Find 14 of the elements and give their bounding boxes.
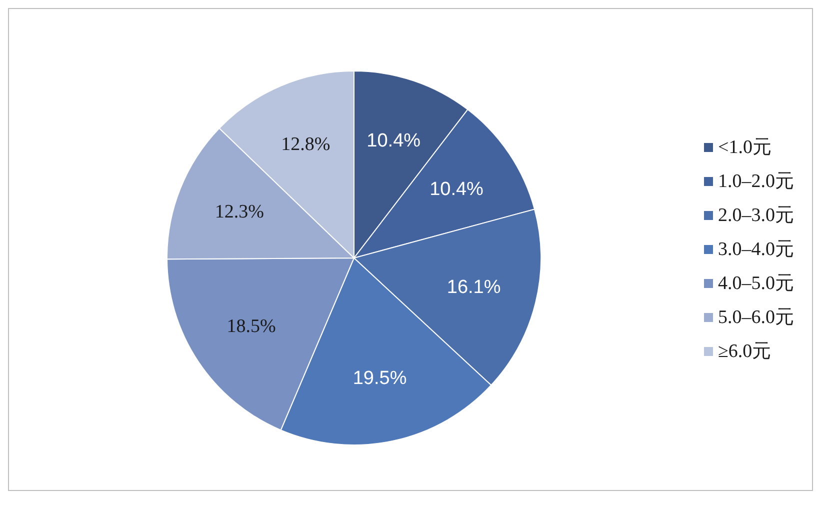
legend-label: 3.0–4.0元 [718,238,794,260]
legend-label: <1.0元 [718,136,772,158]
legend-label: 1.0–2.0元 [718,170,794,192]
data-label: 12.3% [214,202,264,223]
data-label: 18.5% [226,316,276,337]
legend-label: ≥6.0元 [718,340,772,362]
data-label: 19.5% [352,368,407,390]
legend-label: 5.0–6.0元 [718,306,794,328]
legend-label: 2.0–3.0元 [718,204,794,226]
data-label: 10.4% [366,130,421,152]
data-label: 16.1% [446,277,501,298]
data-label: 12.8% [281,134,330,155]
legend-label: 4.0–5.0元 [718,272,794,294]
data-label: 10.4% [430,178,484,200]
